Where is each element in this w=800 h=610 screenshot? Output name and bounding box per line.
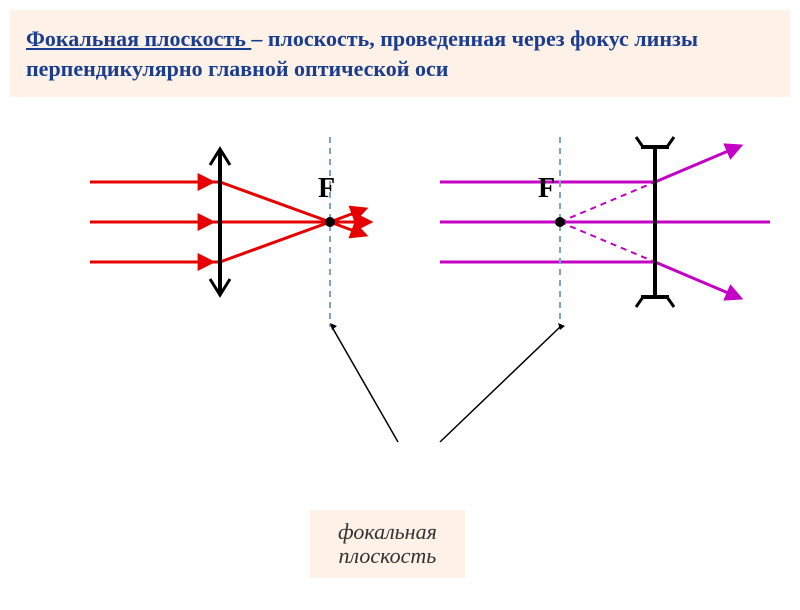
ray-out-ext — [330, 222, 365, 235]
definition-text: Фокальная плоскость – плоскость, проведе… — [26, 24, 774, 83]
definition-term: Фокальная плоскость — [26, 26, 251, 51]
focal-point-right — [555, 217, 565, 227]
focal-point-left — [325, 217, 335, 227]
focal-plane-label-line1: фокальная — [338, 520, 437, 544]
pointer-line — [440, 327, 560, 442]
ray-out — [655, 146, 740, 182]
converging-lens-diagram: F — [90, 137, 370, 327]
diagram-area: F F — [0, 97, 800, 437]
ray-out — [220, 222, 330, 262]
ray-out — [220, 182, 330, 222]
focal-label-right: F — [538, 173, 555, 204]
definition-box: Фокальная плоскость – плоскость, проведе… — [10, 10, 790, 97]
diverging-lens-diagram: F — [440, 137, 770, 327]
focal-plane-label-box: фокальная плоскость — [310, 510, 465, 578]
focal-plane-label-line2: плоскость — [338, 544, 437, 568]
virtual-ray — [560, 182, 655, 222]
ray-out — [655, 262, 740, 298]
focal-label-left: F — [318, 173, 335, 204]
ray-out-ext — [330, 209, 365, 222]
diagram-svg: F F — [0, 97, 800, 457]
virtual-ray — [560, 222, 655, 262]
pointer-line — [332, 327, 398, 442]
